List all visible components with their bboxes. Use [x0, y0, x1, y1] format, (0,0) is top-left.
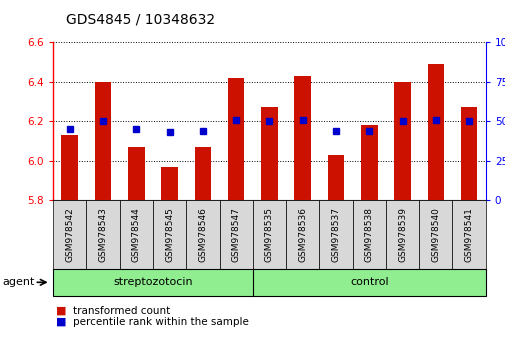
Text: GSM978546: GSM978546 [198, 207, 207, 262]
Text: transformed count: transformed count [73, 306, 170, 316]
Bar [227, 78, 244, 200]
Bar [393, 82, 410, 200]
Bar [128, 147, 144, 200]
Text: agent: agent [3, 277, 35, 287]
Bar [94, 82, 111, 200]
Text: GSM978536: GSM978536 [297, 207, 307, 262]
Text: GSM978545: GSM978545 [165, 207, 174, 262]
Text: ■: ■ [56, 306, 66, 316]
Bar [427, 64, 443, 200]
Text: GSM978539: GSM978539 [397, 207, 406, 262]
Text: GSM978535: GSM978535 [265, 207, 273, 262]
Text: control: control [349, 277, 388, 287]
Text: GSM978541: GSM978541 [464, 207, 473, 262]
Bar [360, 125, 377, 200]
Text: GSM978544: GSM978544 [132, 207, 140, 262]
Text: GSM978543: GSM978543 [98, 207, 108, 262]
Text: GSM978542: GSM978542 [65, 207, 74, 262]
Bar [460, 108, 477, 200]
Text: GSM978537: GSM978537 [331, 207, 340, 262]
Bar [194, 147, 211, 200]
Text: streptozotocin: streptozotocin [113, 277, 192, 287]
Text: GSM978538: GSM978538 [364, 207, 373, 262]
Text: percentile rank within the sample: percentile rank within the sample [73, 317, 249, 327]
Bar [161, 166, 178, 200]
Text: GSM978547: GSM978547 [231, 207, 240, 262]
Bar [294, 76, 311, 200]
Text: ■: ■ [56, 317, 66, 327]
Bar [61, 135, 78, 200]
Bar [327, 155, 343, 200]
Text: GDS4845 / 10348632: GDS4845 / 10348632 [66, 12, 215, 27]
Text: GSM978540: GSM978540 [430, 207, 439, 262]
Bar [261, 108, 277, 200]
